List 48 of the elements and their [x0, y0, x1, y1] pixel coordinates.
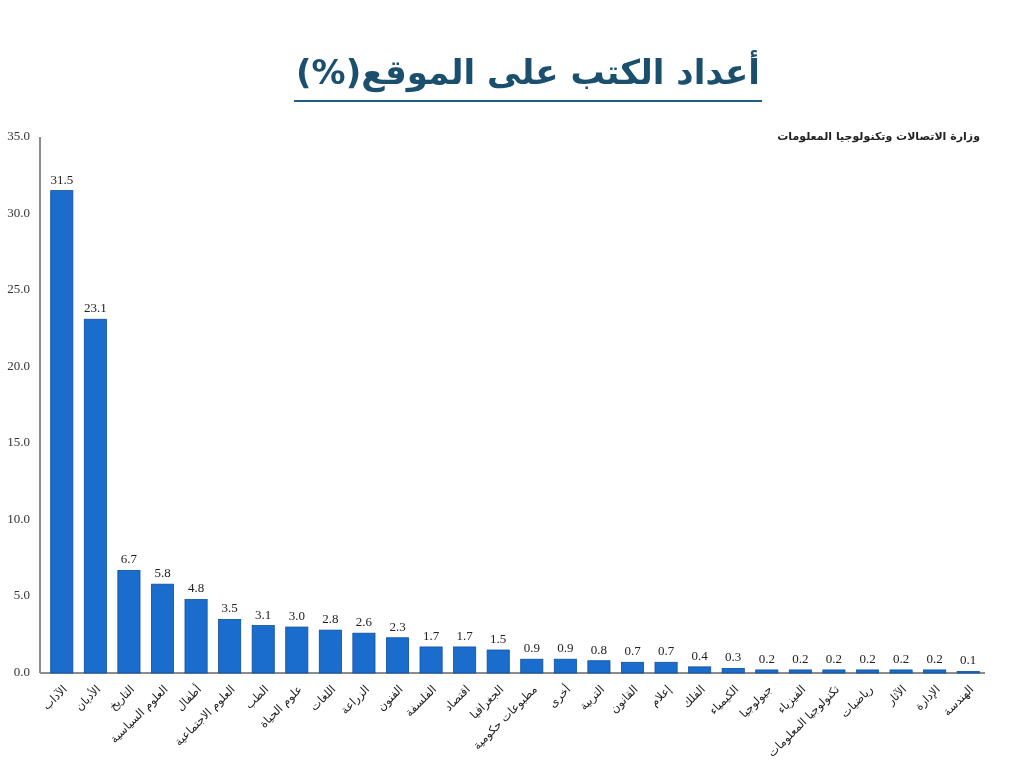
data-label: 0.2: [792, 650, 809, 666]
data-label: 31.5: [50, 171, 74, 187]
data-label: 4.8: [187, 580, 205, 596]
data-label: 6.7: [120, 551, 138, 567]
x-tick-label: إعلام: [647, 682, 675, 710]
y-tick-label: 20.0: [7, 357, 30, 373]
x-tick-label: التربية: [576, 682, 608, 714]
x-tick-label: الأديان: [72, 682, 104, 714]
x-tick-label: الفلك: [679, 682, 708, 711]
data-label: 1.5: [490, 631, 507, 647]
annotation: وزارة الاتصالات وتكنولوجيا المعلومات: [777, 130, 980, 143]
y-tick-label: 15.0: [7, 434, 30, 450]
data-label: 2.3: [389, 618, 406, 634]
data-label: 0.4: [691, 647, 709, 663]
x-tick-label: القانون: [606, 682, 642, 717]
data-label: 0.7: [624, 643, 642, 659]
data-label: 5.8: [154, 565, 171, 581]
data-label: 3.0: [288, 608, 305, 624]
y-tick-label: 25.0: [7, 281, 30, 297]
y-tick-label: 5.0: [13, 587, 30, 603]
data-label: 3.1: [255, 606, 272, 622]
x-tick-label: اللغات: [307, 682, 339, 714]
x-tick-label: أخرى: [544, 681, 575, 711]
data-label: 0.2: [926, 650, 943, 666]
data-label: 0.8: [590, 641, 608, 657]
data-label: 0.9: [523, 640, 540, 656]
data-label: 0.7: [657, 643, 675, 659]
data-label: 0.1: [960, 652, 977, 668]
data-label: 0.3: [725, 649, 742, 665]
data-label: 0.2: [825, 650, 843, 666]
data-label: 2.6: [355, 614, 373, 630]
y-tick-label: 10.0: [7, 510, 30, 526]
data-label: 1.7: [456, 627, 474, 643]
y-tick-label: 35.0: [7, 127, 30, 143]
data-label: 0.2: [758, 650, 775, 666]
data-label: 0.2: [859, 650, 876, 666]
y-tick-label: 30.0: [7, 204, 30, 220]
data-label: 0.2: [892, 650, 910, 666]
data-label: 1.7: [422, 627, 440, 643]
data-label: 3.5: [221, 600, 238, 616]
chart-title: أعداد الكتب على الموقع(%): [294, 52, 762, 102]
data-label: 0.9: [557, 640, 574, 656]
x-tick-label: الآداب: [39, 682, 70, 713]
x-tick-label: الزراعة: [337, 682, 373, 718]
data-label: 2.8: [322, 611, 339, 627]
y-tick-label: 0.0: [13, 663, 30, 679]
data-label: 23.1: [83, 300, 107, 316]
x-tick-label: الآثار: [883, 682, 910, 710]
